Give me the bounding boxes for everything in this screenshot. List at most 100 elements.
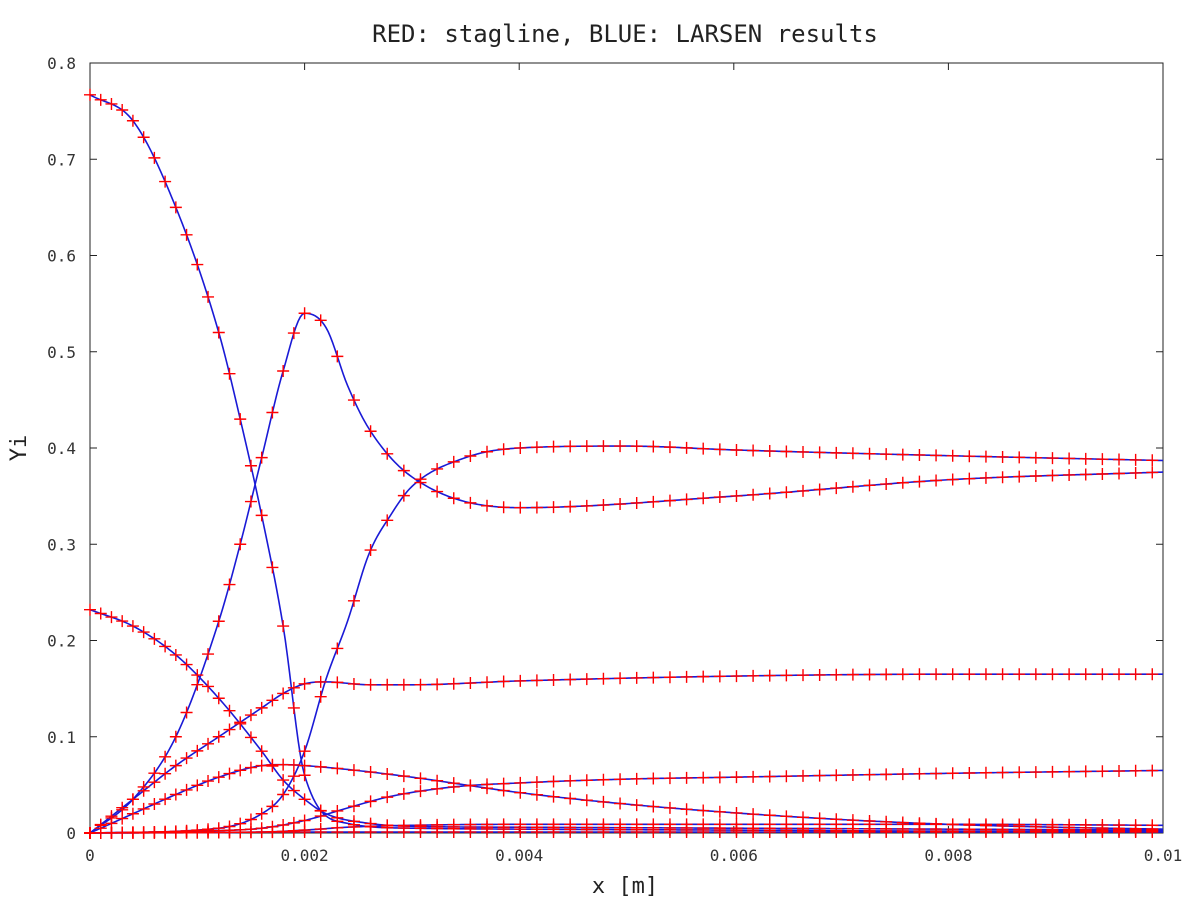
stagline-marker (697, 826, 710, 839)
stagline-marker (863, 826, 876, 839)
stagline-marker (1113, 765, 1126, 778)
stagline-marker (255, 745, 268, 758)
stagline-marker (180, 826, 193, 839)
stagline-marker (497, 675, 510, 688)
y-tick-label: 0.3 (47, 535, 76, 554)
stagline-marker (547, 826, 560, 839)
stagline-series-markers-9 (84, 826, 1159, 839)
stagline-marker (580, 673, 593, 686)
stagline-marker (514, 501, 527, 514)
stagline-marker (464, 496, 477, 509)
stagline-marker (148, 798, 161, 811)
stagline-marker (896, 448, 909, 461)
stagline-marker (105, 826, 118, 839)
stagline-marker (564, 673, 577, 686)
stagline-series-markers-5 (84, 668, 1159, 839)
stagline-marker (1129, 668, 1142, 681)
stagline-marker (730, 670, 743, 683)
stagline-marker (414, 473, 427, 486)
stagline-marker (497, 443, 510, 456)
stagline-marker (564, 826, 577, 839)
stagline-marker (212, 326, 225, 339)
stagline-marker (277, 774, 290, 787)
stagline-marker (159, 826, 172, 839)
stagline-marker (896, 476, 909, 489)
stagline-marker (234, 826, 247, 839)
stagline-marker (277, 365, 290, 377)
stagline-marker (580, 794, 593, 807)
stagline-marker (880, 478, 893, 491)
stagline-marker (913, 826, 926, 839)
stagline-marker (946, 473, 959, 486)
x-axis-label: x [m] (592, 874, 658, 899)
stagline-marker (1079, 452, 1092, 465)
stagline-marker (414, 772, 427, 785)
stagline-marker (979, 471, 992, 484)
stagline-marker (597, 672, 610, 685)
stagline-marker (996, 826, 1009, 839)
y-axis-label: Yi (7, 435, 32, 462)
stagline-marker (414, 785, 427, 798)
stagline-marker (414, 678, 427, 691)
stagline-marker (663, 826, 676, 839)
stagline-marker (930, 474, 943, 487)
stagline-marker (481, 778, 494, 791)
stagline-marker (730, 806, 743, 819)
stagline-marker (930, 668, 943, 681)
x-tick-label: 0.008 (924, 846, 972, 865)
x-tick-label: 0 (85, 846, 95, 865)
stagline-marker (137, 826, 150, 839)
stagline-marker (963, 668, 976, 681)
stagline-marker (846, 826, 859, 839)
stagline-marker (1029, 451, 1042, 464)
stagline-marker (116, 615, 129, 628)
stagline-marker (255, 759, 268, 772)
stagline-marker (364, 826, 377, 839)
stagline-marker (1096, 765, 1109, 778)
stagline-marker (680, 771, 693, 784)
stagline-marker (680, 670, 693, 683)
x-tick-label: 0.006 (710, 846, 758, 865)
stagline-marker (180, 228, 193, 241)
x-tick-label: 0.01 (1144, 846, 1183, 865)
stagline-marker (813, 769, 826, 782)
stagline-marker (647, 671, 660, 684)
stagline-marker (116, 812, 129, 825)
stagline-marker (946, 767, 959, 780)
stagline-marker (813, 826, 826, 839)
stagline-marker (846, 668, 859, 681)
stagline-marker (191, 779, 204, 792)
stagline-marker (1029, 668, 1042, 681)
x-tick-label: 0.004 (495, 846, 543, 865)
stagline-marker (431, 826, 444, 839)
stagline-marker (397, 826, 410, 839)
stagline-marker (314, 675, 327, 688)
stagline-marker (797, 484, 810, 497)
stagline-marker (1129, 466, 1142, 479)
stagline-marker (431, 782, 444, 795)
stagline-marker (580, 440, 593, 453)
stagline-marker (244, 459, 257, 472)
stagline-marker (191, 258, 204, 271)
stagline-marker (277, 826, 290, 839)
stagline-marker (930, 767, 943, 780)
stagline-marker (1096, 467, 1109, 480)
stagline-marker (547, 790, 560, 803)
stagline-marker (614, 440, 627, 453)
stagline-marker (730, 444, 743, 457)
stagline-marker (680, 441, 693, 454)
stagline-marker (1146, 826, 1159, 839)
stagline-marker (331, 642, 344, 655)
stagline-marker (1046, 452, 1059, 465)
stagline-marker (863, 479, 876, 492)
stagline-marker (137, 802, 150, 815)
stagline-marker (697, 804, 710, 817)
stagline-marker (1063, 452, 1076, 465)
stagline-marker (381, 791, 394, 804)
stagline-marker (747, 770, 760, 783)
stagline-marker (863, 447, 876, 460)
stagline-marker (896, 826, 909, 839)
stagline-series-markers-2 (84, 307, 1159, 839)
stagline-marker (287, 770, 300, 783)
stagline-marker (1063, 468, 1076, 481)
